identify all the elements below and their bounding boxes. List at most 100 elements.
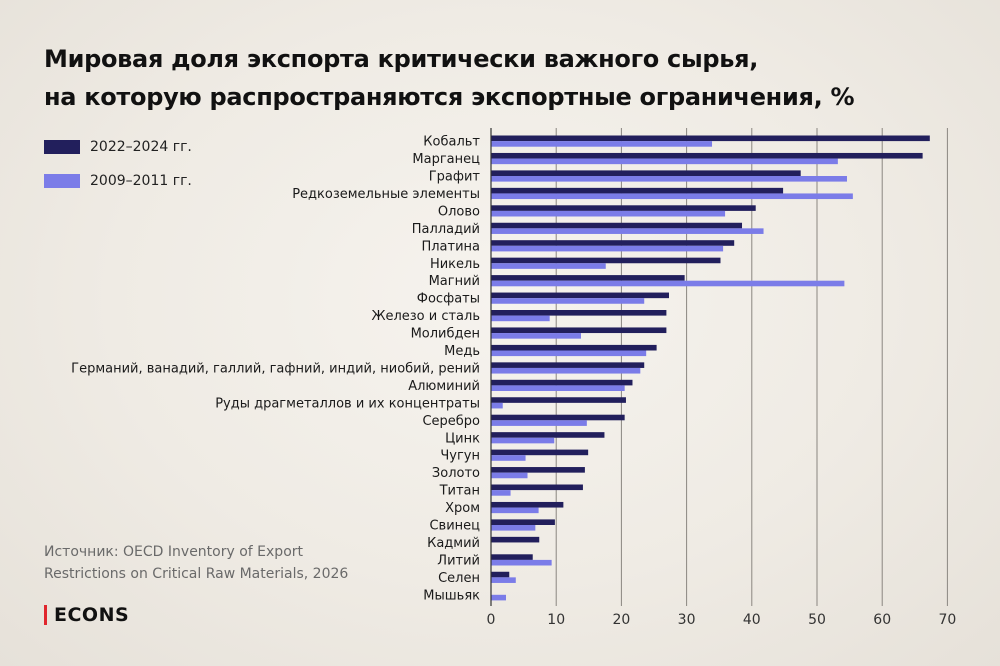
bar-earlier-12 [491,350,647,357]
legend-label-earlier: 2009–2011 гг. [90,173,192,189]
category-label-24: Литий [437,553,480,568]
bar-recent-4 [491,205,756,211]
x-tick-label-30: 30 [678,612,696,628]
bar-recent-6 [491,240,735,246]
x-tick-label-10: 10 [547,612,565,628]
bar-recent-1 [491,152,923,159]
source-line-1: Источник: OECD Inventory of Export [44,544,303,560]
bar-earlier-15 [491,402,503,409]
bar-earlier-9 [491,298,645,304]
bar-recent-8 [491,275,685,281]
category-label-5: Палладий [412,222,480,237]
bar-earlier-1 [491,158,838,165]
bar-earlier-5 [491,228,764,234]
category-label-10: Железо и сталь [371,309,480,324]
bar-recent-10 [491,310,667,316]
bar-earlier-4 [491,210,726,217]
bar-recent-23 [491,536,540,543]
category-label-25: Селен [438,571,480,586]
bar-earlier-6 [491,245,724,252]
bar-earlier-14 [491,385,625,391]
category-label-21: Хром [445,501,480,516]
category-label-15: Руды драгметаллов и их концентраты [215,396,480,411]
bar-earlier-20 [491,490,511,496]
legend-item-recent: 2022–2024 гг. [44,135,192,159]
category-label-17: Цинк [445,431,480,446]
bar-recent-18 [491,449,589,456]
category-label-26: Мышьяк [423,588,480,603]
bar-earlier-16 [491,420,587,426]
logo-accent-bar [44,605,47,625]
source-line-2: Restrictions on Critical Raw Materials, … [44,566,349,582]
bar-earlier-19 [491,472,528,479]
bar-recent-3 [491,187,784,194]
bar-earlier-13 [491,367,641,374]
bar-recent-13 [491,362,645,368]
category-label-20: Титан [439,484,480,499]
x-tick-label-20: 20 [612,612,630,628]
bar-recent-17 [491,432,605,438]
x-tick-label-0: 0 [487,612,496,628]
bar-recent-15 [491,397,626,403]
bar-recent-2 [491,170,801,176]
bar-earlier-2 [491,176,847,182]
bar-recent-21 [491,501,564,508]
bar-recent-0 [491,135,930,142]
legend-label-recent: 2022–2024 гг. [90,139,192,155]
category-label-19: Золото [432,466,480,481]
econs-logo: ECONS [44,604,129,626]
category-label-0: Кобальт [423,135,480,150]
category-label-9: Фосфаты [417,292,480,307]
category-label-2: Графит [429,170,481,185]
bar-recent-25 [491,571,510,578]
bar-earlier-22 [491,525,536,531]
bar-earlier-10 [491,315,550,322]
bar-earlier-25 [491,577,516,583]
bar-recent-5 [491,222,743,229]
bar-recent-14 [491,379,633,386]
bar-earlier-11 [491,333,581,339]
bar-recent-11 [491,327,667,334]
bar-recent-7 [491,257,721,264]
category-label-16: Серебро [422,414,480,429]
chart-title: Мировая доля экспорта критически важного… [44,40,944,116]
bar-earlier-18 [491,455,526,461]
bar-recent-24 [491,554,533,560]
bar-earlier-26 [491,594,506,601]
category-label-4: Олово [438,204,480,219]
category-label-7: Никель [430,257,480,272]
category-label-8: Магний [429,274,480,289]
category-label-3: Редкоземельные элементы [292,187,480,202]
category-label-1: Марганец [412,152,480,167]
logo-text: ECONS [54,604,130,626]
category-label-23: Кадмий [427,536,480,551]
x-tick-label-50: 50 [808,612,826,628]
bar-earlier-7 [491,263,606,269]
bar-earlier-8 [491,280,845,287]
bar-recent-20 [491,484,583,491]
bar-earlier-21 [491,507,539,514]
category-label-13: Германий, ванадий, галлий, гафний, индий… [71,361,480,376]
legend-swatch-earlier [44,174,80,188]
bar-recent-22 [491,519,555,525]
legend-item-earlier: 2009–2011 гг. [44,169,192,193]
title-line-2: на которую распространяются экспортные о… [44,83,855,111]
bar-earlier-24 [491,559,552,566]
category-label-18: Чугун [440,449,480,464]
bar-earlier-17 [491,437,555,444]
x-tick-label-40: 40 [743,612,761,628]
bar-recent-12 [491,344,657,351]
category-label-6: Платина [421,239,480,254]
source-note: Источник: OECD Inventory of Export Restr… [44,541,348,585]
bar-recent-19 [491,467,585,473]
legend: 2022–2024 гг. 2009–2011 гг. [44,135,192,203]
bar-earlier-0 [491,141,713,147]
title-line-1: Мировая доля экспорта критически важного… [44,45,759,73]
bar-earlier-3 [491,193,853,200]
bar-recent-16 [491,414,625,421]
x-tick-label-60: 60 [873,612,891,628]
bar-recent-9 [491,292,669,299]
category-label-14: Алюминий [408,379,480,394]
legend-swatch-recent [44,140,80,154]
